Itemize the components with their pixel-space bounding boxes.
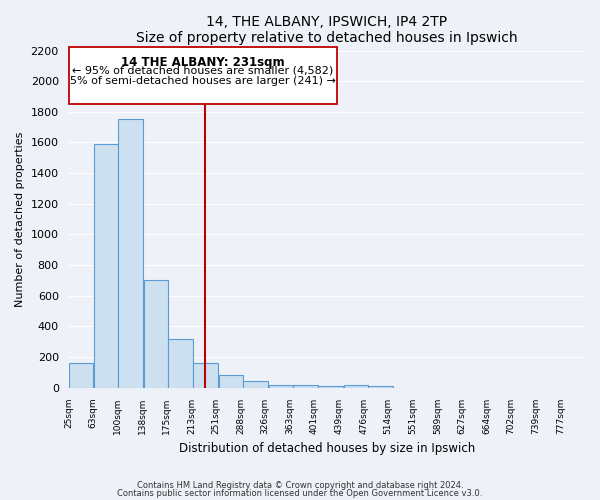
Text: 5% of semi-detached houses are larger (241) →: 5% of semi-detached houses are larger (2… xyxy=(70,76,336,86)
X-axis label: Distribution of detached houses by size in Ipswich: Distribution of detached houses by size … xyxy=(179,442,475,455)
Y-axis label: Number of detached properties: Number of detached properties xyxy=(15,132,25,306)
Bar xyxy=(244,380,268,388)
Bar xyxy=(344,386,368,388)
Bar xyxy=(143,280,168,388)
Bar xyxy=(293,386,318,388)
Bar xyxy=(269,384,293,388)
Text: Contains HM Land Registry data © Crown copyright and database right 2024.: Contains HM Land Registry data © Crown c… xyxy=(137,480,463,490)
Bar xyxy=(168,340,193,388)
Bar xyxy=(68,363,93,388)
Bar xyxy=(219,374,244,388)
Bar xyxy=(94,144,118,388)
Text: ← 95% of detached houses are smaller (4,582): ← 95% of detached houses are smaller (4,… xyxy=(72,66,334,76)
Bar xyxy=(118,120,143,388)
Bar xyxy=(368,386,393,388)
FancyBboxPatch shape xyxy=(68,47,337,104)
Text: Contains public sector information licensed under the Open Government Licence v3: Contains public sector information licen… xyxy=(118,489,482,498)
Bar xyxy=(193,363,218,388)
Text: 14 THE ALBANY: 231sqm: 14 THE ALBANY: 231sqm xyxy=(121,56,284,68)
Bar xyxy=(319,386,343,388)
Title: 14, THE ALBANY, IPSWICH, IP4 2TP
Size of property relative to detached houses in: 14, THE ALBANY, IPSWICH, IP4 2TP Size of… xyxy=(136,15,518,45)
